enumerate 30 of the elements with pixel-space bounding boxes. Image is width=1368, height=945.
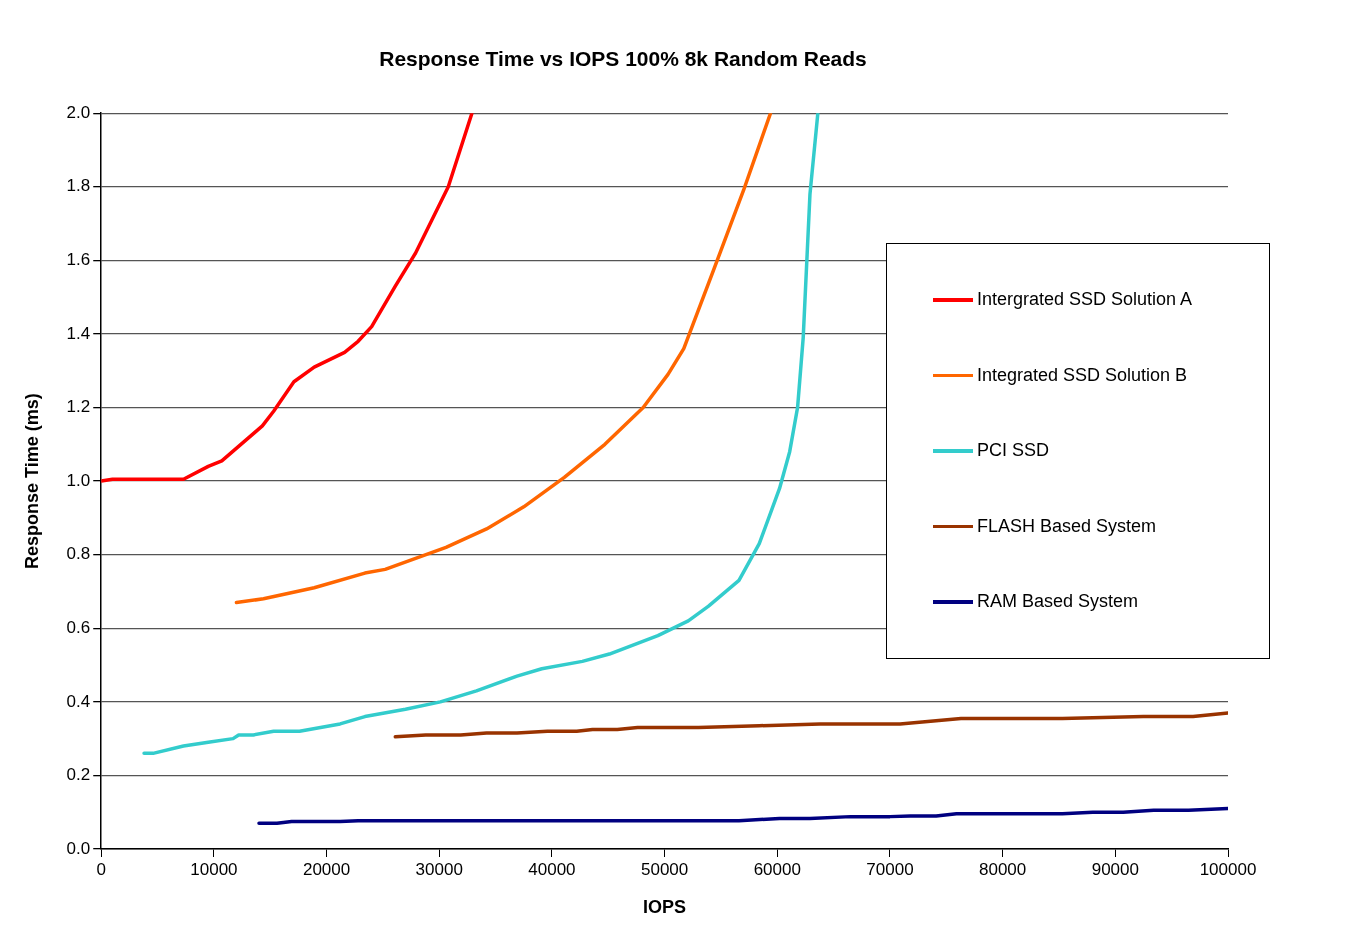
chart-title: Response Time vs IOPS 100% 8k Random Reads (379, 47, 867, 71)
x-tick-label: 60000 (753, 859, 801, 879)
legend-label: Integrated SSD Solution B (977, 364, 1188, 386)
y-tick-label: 0.2 (66, 765, 91, 785)
y-tick-label: 2.0 (66, 102, 91, 122)
x-tick-label: 20000 (302, 859, 351, 879)
x-tick-label: 10000 (190, 859, 238, 879)
x-tick-label: 50000 (640, 859, 689, 879)
x-tick-label: 70000 (866, 859, 914, 879)
x-axis-title: IOPS (643, 897, 687, 918)
y-axis-title: Response Time (ms) (21, 393, 42, 569)
legend-label: FLASH Based System (977, 515, 1157, 537)
x-tick-label: 30000 (415, 859, 463, 879)
y-tick-label: 1.6 (66, 250, 91, 270)
legend-label: RAM Based System (977, 591, 1139, 613)
x-tick-label: 100000 (1199, 859, 1257, 879)
y-tick-label: 0.8 (66, 544, 91, 564)
legend-label: Intergrated SSD Solution A (977, 289, 1193, 311)
y-tick-label: 1.0 (66, 470, 91, 490)
y-tick-label: 1.4 (66, 323, 91, 343)
x-tick-label: 0 (96, 859, 106, 879)
y-tick-label: 0.4 (66, 691, 91, 711)
y-tick-label: 1.8 (66, 176, 91, 196)
y-tick-label: 0.6 (66, 617, 91, 637)
x-tick-label: 40000 (528, 859, 576, 879)
y-tick-label: 1.2 (66, 397, 91, 417)
x-tick-label: 80000 (979, 859, 1027, 879)
x-tick-label: 90000 (1091, 859, 1139, 879)
legend-label: PCI SSD (977, 440, 1050, 462)
y-tick-label: 0.0 (66, 838, 91, 858)
